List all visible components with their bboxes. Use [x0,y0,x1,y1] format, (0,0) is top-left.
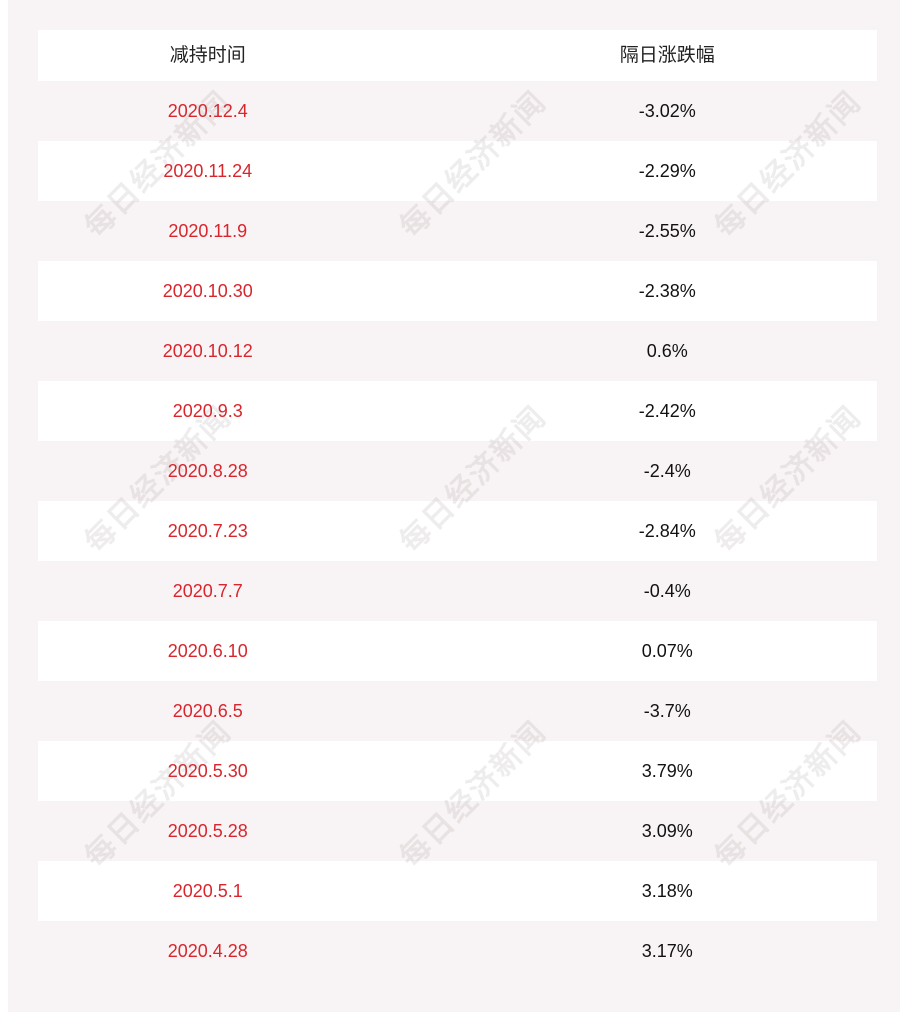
row-change: -0.4% [643,581,691,601]
header-date: 减持时间 [169,45,246,66]
table-row: 2020.11.24 -2.29% [38,141,877,201]
row-date: 2020.11.9 [168,221,248,241]
row-date: 2020.7.23 [167,521,248,541]
row-date: 2020.5.1 [172,881,243,901]
row-change: 3.79% [641,761,693,781]
row-date: 2020.6.5 [172,701,243,721]
row-change: 0.07% [641,641,693,661]
table-row: 2020.8.28 -2.4% [38,441,877,501]
reduction-table: 减持时间 隔日涨跌幅 2020.12.4 -3.02% 2020.11.24 -2.2… [38,30,877,981]
table-row: 2020.10.12 0.6% [38,321,877,381]
table-row: 2020.7.23 -2.84% [38,501,877,561]
table-row: 2020.11.9 -2.55% [38,201,877,261]
row-date: 2020.12.4 [167,101,248,121]
table-row: 2020.5.28 3.09% [38,801,877,861]
table-row: 2020.4.28 3.17% [38,921,877,981]
row-date: 2020.9.3 [172,401,243,421]
row-change: 3.09% [641,821,693,841]
row-change: -2.42% [638,401,696,421]
table-row: 2020.5.30 3.79% [38,741,877,801]
table-row: 2020.10.30 -2.38% [38,261,877,321]
table-panel: 减持时间 隔日涨跌幅 2020.12.4 -3.02% 2020.11.24 -2.2… [8,0,900,1012]
table-row: 2020.12.4 -3.02% [38,81,877,141]
table-row: 2020.6.5 -3.7% [38,681,877,741]
row-change: -3.7% [643,701,691,721]
row-date: 2020.5.30 [167,761,248,781]
table-header-row: 减持时间 隔日涨跌幅 [38,30,877,81]
row-date: 2020.7.7 [172,581,243,601]
row-date: 2020.8.28 [167,461,248,481]
row-change: 3.18% [641,881,693,901]
row-change: -2.4% [643,461,691,481]
row-date: 2020.11.24 [163,161,253,181]
row-change: -3.02% [638,101,696,121]
row-date: 2020.10.30 [162,281,253,301]
row-date: 2020.5.28 [167,821,248,841]
row-change: 0.6% [646,341,688,361]
table-body: 2020.12.4 -3.02% 2020.11.24 -2.29% 2020.11.9… [38,81,877,981]
row-change: -2.38% [638,281,696,301]
table-row: 2020.9.3 -2.42% [38,381,877,441]
table-row: 2020.5.1 3.18% [38,861,877,921]
row-date: 2020.4.28 [167,941,248,961]
row-change: 3.17% [641,941,693,961]
row-date: 2020.10.12 [162,341,253,361]
table-row: 2020.7.7 -0.4% [38,561,877,621]
row-change: -2.29% [638,161,696,181]
header-change: 隔日涨跌幅 [619,45,715,66]
table-row: 2020.6.10 0.07% [38,621,877,681]
row-change: -2.84% [638,521,696,541]
row-change: -2.55% [638,221,696,241]
row-date: 2020.6.10 [167,641,248,661]
